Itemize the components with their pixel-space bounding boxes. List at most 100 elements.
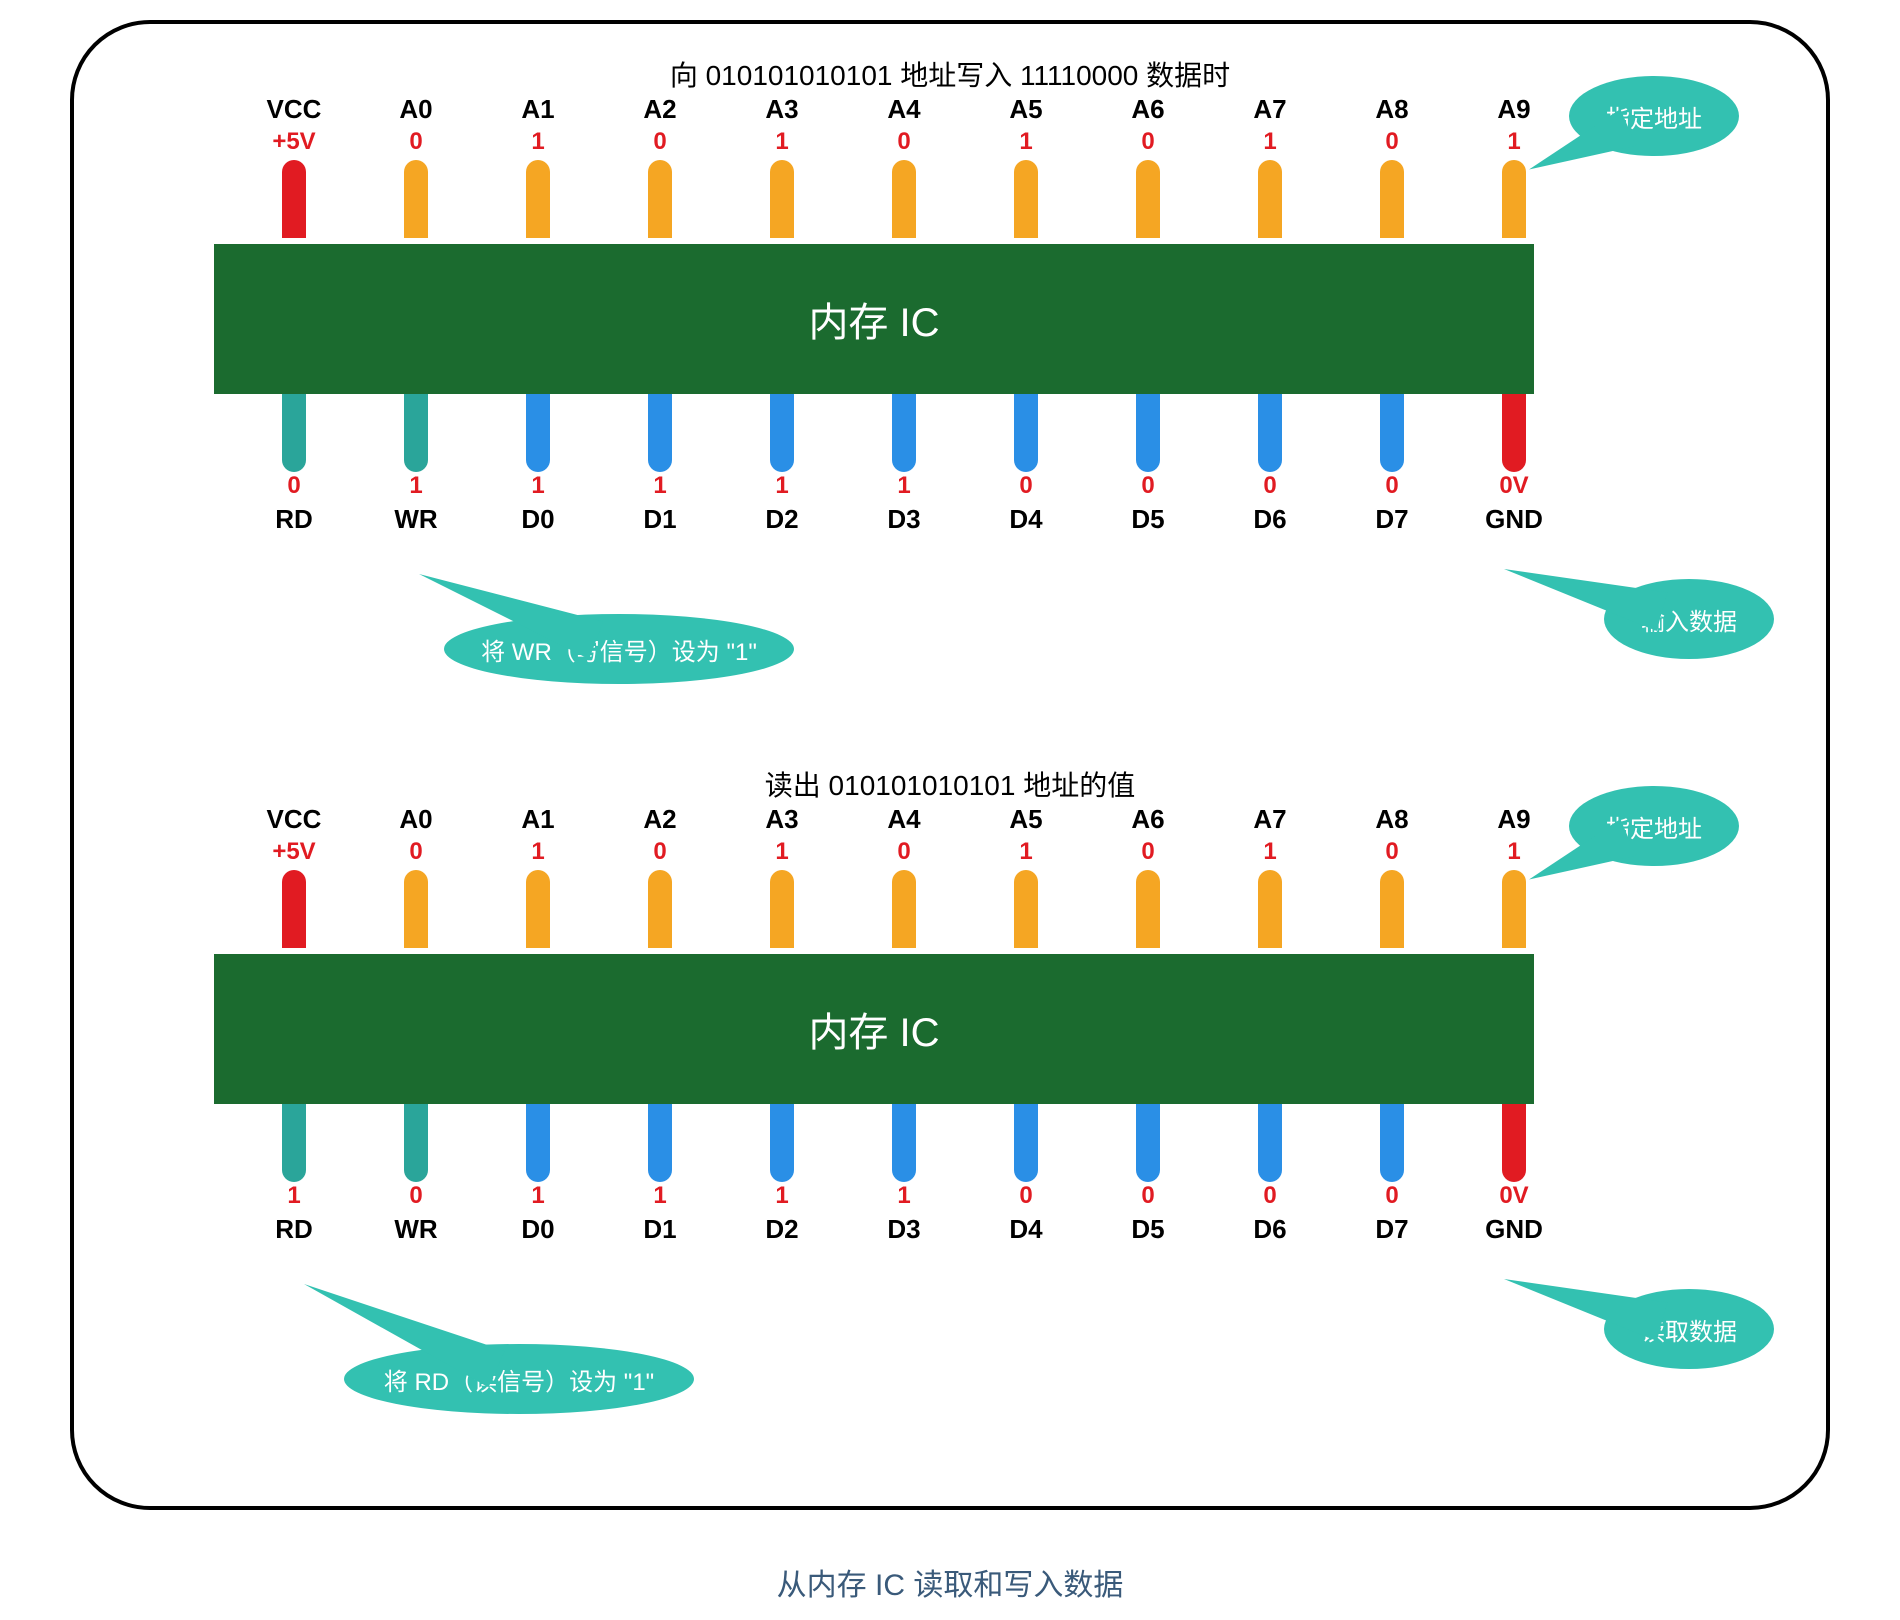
pin-value-label: 1: [775, 838, 788, 870]
pin-bar: [526, 394, 550, 472]
pin-bar: [770, 1104, 794, 1182]
callout: 输入数据: [1604, 579, 1774, 659]
pin-bar: [526, 870, 550, 948]
pin-bar: [282, 394, 306, 472]
pin-bar: [648, 870, 672, 948]
pin-value-label: 0: [1141, 472, 1154, 504]
pin-value-label: 0: [1141, 1182, 1154, 1214]
pin-value-label: 0: [653, 838, 666, 870]
pin-name-label: A0: [399, 804, 432, 838]
pin-bar: [1502, 394, 1526, 472]
pin-name-label: A0: [399, 94, 432, 128]
top-pins-row: VCC+5VA00A11A20A31A40A51A60A71A80A91: [274, 94, 1534, 238]
pin-bar: [1380, 1104, 1404, 1182]
pin-value-label: 0: [287, 472, 300, 504]
pin-bar: [1258, 160, 1282, 238]
pin-value-label: 1: [531, 838, 544, 870]
pin-bar: [892, 1104, 916, 1182]
pin-value-label: 0: [1385, 472, 1398, 504]
pin-name-label: GND: [1485, 1214, 1543, 1248]
pin-value-label: 0: [897, 128, 910, 160]
pin-name-label: A7: [1253, 94, 1286, 128]
pin-name-label: WR: [394, 504, 437, 538]
pin-bar: [1502, 870, 1526, 948]
pin-value-label: +5V: [272, 128, 315, 160]
pin-value-label: 1: [1507, 838, 1520, 870]
pin-bar: [1014, 870, 1038, 948]
pin-bar: [770, 870, 794, 948]
pin-d1: 1D1: [640, 1104, 680, 1248]
pin-bar: [1258, 394, 1282, 472]
pin-bar: [404, 870, 428, 948]
pin-bar: [526, 1104, 550, 1182]
pin-a0: A00: [396, 804, 436, 948]
pin-value-label: 0: [409, 128, 422, 160]
pin-a2: A20: [640, 804, 680, 948]
pin-value-label: 1: [531, 472, 544, 504]
pin-bar: [1136, 394, 1160, 472]
pin-value-label: 1: [1019, 128, 1032, 160]
pin-value-label: 1: [775, 472, 788, 504]
pin-value-label: 1: [653, 472, 666, 504]
pin-bar: [770, 160, 794, 238]
pin-a6: A60: [1128, 804, 1168, 948]
pin-value-label: 0: [1141, 128, 1154, 160]
pin-a0: A00: [396, 94, 436, 238]
pin-name-label: A4: [887, 94, 920, 128]
pin-a7: A71: [1250, 804, 1290, 948]
pin-name-label: A3: [765, 804, 798, 838]
bottom-pins-row: 1RD0WR1D01D11D21D30D40D50D60D70VGND: [274, 1104, 1534, 1248]
pin-name-label: A2: [643, 94, 676, 128]
pin-a1: A11: [518, 804, 558, 948]
pin-bar: [892, 394, 916, 472]
pin-value-label: 1: [1263, 838, 1276, 870]
pin-value-label: +5V: [272, 838, 315, 870]
figure-caption: 从内存 IC 读取和写入数据: [0, 1560, 1900, 1604]
pin-name-label: D5: [1131, 504, 1164, 538]
pin-name-label: A2: [643, 804, 676, 838]
pin-rd: 0RD: [274, 394, 314, 538]
pin-value-label: 1: [775, 128, 788, 160]
pin-a4: A40: [884, 804, 924, 948]
pin-a6: A60: [1128, 94, 1168, 238]
callout: 将 RD（读信号）设为 "1": [344, 1344, 694, 1414]
pin-a3: A31: [762, 94, 802, 238]
pin-bar: [526, 160, 550, 238]
callout: 读取数据: [1604, 1289, 1774, 1369]
pin-d3: 1D3: [884, 394, 924, 538]
pin-a8: A80: [1372, 804, 1412, 948]
pin-d7: 0D7: [1372, 394, 1412, 538]
pin-wr: 0WR: [396, 1104, 436, 1248]
pin-d4: 0D4: [1006, 394, 1046, 538]
pin-value-label: 1: [1263, 128, 1276, 160]
pin-value-label: 0V: [1499, 472, 1528, 504]
pin-vcc: VCC+5V: [274, 94, 314, 238]
pin-a5: A51: [1006, 804, 1046, 948]
pin-d6: 0D6: [1250, 1104, 1290, 1248]
pin-bar: [648, 1104, 672, 1182]
pin-name-label: D6: [1253, 504, 1286, 538]
pin-a4: A40: [884, 94, 924, 238]
pin-value-label: 0: [1385, 1182, 1398, 1214]
pin-value-label: 0: [1385, 128, 1398, 160]
pin-d4: 0D4: [1006, 1104, 1046, 1248]
memory-ic-chip: 内存 IC: [214, 244, 1534, 394]
pin-bar: [1014, 394, 1038, 472]
pin-d7: 0D7: [1372, 1104, 1412, 1248]
pin-value-label: 1: [653, 1182, 666, 1214]
pin-d6: 0D6: [1250, 394, 1290, 538]
block-title: 读出 010101010101 地址的值: [74, 764, 1826, 804]
pin-d5: 0D5: [1128, 1104, 1168, 1248]
pin-d0: 1D0: [518, 394, 558, 538]
pin-a9: A91: [1494, 804, 1534, 948]
pin-d2: 1D2: [762, 1104, 802, 1248]
diagram-frame: 向 010101010101 地址写入 11110000 数据时 VCC+5VA…: [70, 20, 1830, 1510]
callout: 指定地址: [1569, 786, 1739, 866]
pin-name-label: D5: [1131, 1214, 1164, 1248]
pin-bar: [282, 160, 306, 238]
pin-value-label: 1: [531, 128, 544, 160]
pin-bar: [1014, 1104, 1038, 1182]
pin-bar: [1014, 160, 1038, 238]
pin-name-label: D4: [1009, 1214, 1042, 1248]
pin-bar: [770, 394, 794, 472]
